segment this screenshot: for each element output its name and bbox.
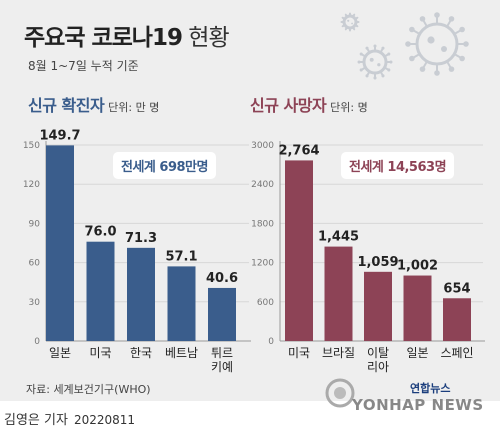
date-range: 8월 1~7일 누적 기준 [28, 59, 139, 73]
category-label: 한국 [130, 346, 152, 360]
y-tick-label: 1800 [251, 219, 274, 229]
category-label: 미국 [89, 346, 111, 360]
y-tick-label: 1200 [251, 259, 274, 269]
y-tick-label: 2400 [251, 180, 274, 190]
bar [46, 145, 74, 341]
logo-wordmark: YONHAP NEWS [352, 396, 484, 414]
data-label: 654 [443, 281, 470, 296]
publish-date: 20220811 [73, 413, 136, 427]
bar [364, 271, 392, 341]
bar [167, 266, 196, 341]
virus-shape [357, 44, 393, 80]
y-tick-label: 90 [29, 219, 41, 229]
yonhap-logo-icon [325, 378, 355, 408]
bar [285, 160, 313, 341]
data-label: 1,002 [397, 259, 438, 274]
chart-title-deaths: 신규 사망자 [250, 96, 327, 115]
bar [127, 247, 155, 341]
y-tick-label: 30 [29, 298, 41, 308]
bar [443, 298, 471, 341]
data-label: 71.3 [125, 231, 157, 246]
data-label: 2,764 [278, 143, 319, 158]
category-label: 튀르 [211, 346, 233, 360]
byline: 김영은 기자 20220811 [4, 409, 135, 428]
bar [208, 287, 236, 341]
category-label: 일본 [406, 346, 428, 360]
bar [86, 241, 115, 341]
data-label: 1,059 [357, 255, 398, 270]
bar [324, 246, 353, 341]
logo-brand: 연합뉴스 [410, 382, 451, 395]
category-label: 베트남 [165, 346, 198, 360]
y-tick-label: 3000 [251, 141, 274, 151]
title-main: 주요국 코로나19 [24, 25, 183, 51]
category-label: 브라질 [322, 346, 355, 360]
data-label: 76.0 [84, 225, 116, 240]
chart-header-deaths: 신규 사망자 단위: 명 [250, 92, 368, 116]
y-tick-label: 0 [268, 337, 274, 347]
category-label: 리아 [367, 360, 389, 374]
title-sub: 현황 [188, 25, 229, 51]
chart-header-confirmed: 신규 확진자 단위: 만 명 [28, 92, 159, 116]
author: 김영은 기자 [4, 413, 68, 428]
y-tick-label: 120 [23, 180, 40, 190]
category-label: 미국 [288, 346, 310, 360]
chart-title-confirmed: 신규 확진자 [28, 96, 105, 115]
chart-unit-confirmed: 단위: 만 명 [108, 101, 160, 114]
page-title: 주요국 코로나19 현황 [24, 18, 230, 52]
total-deaths-badge: 전세계 14,563명 [341, 152, 455, 179]
y-tick-label: 150 [23, 141, 40, 151]
category-label: 일본 [49, 346, 71, 360]
y-tick-label: 600 [257, 298, 274, 308]
y-tick-label: 60 [29, 259, 41, 269]
data-label: 57.1 [165, 249, 197, 264]
category-label: 스페인 [440, 346, 473, 360]
virus-icon [340, 12, 469, 80]
data-label: 1,445 [318, 230, 359, 245]
data-label: 40.6 [206, 271, 238, 286]
source-note: 자료: 세계보건기구(WHO) [26, 383, 151, 396]
category-label: 키예 [211, 360, 233, 374]
virus-shape [340, 12, 360, 32]
data-label: 149.7 [39, 128, 80, 143]
chart-unit-deaths: 단위: 명 [330, 101, 368, 114]
virus-shape [405, 12, 469, 76]
total-confirmed-badge: 전세계 698만명 [113, 152, 216, 179]
chart-1: 0 600 1200 1800 2400 3000 2,764 미국 1,445 브라질 1,059… [251, 141, 485, 374]
bar [403, 275, 432, 341]
category-label: 이탈 [367, 346, 389, 360]
y-tick-label: 0 [34, 337, 40, 347]
